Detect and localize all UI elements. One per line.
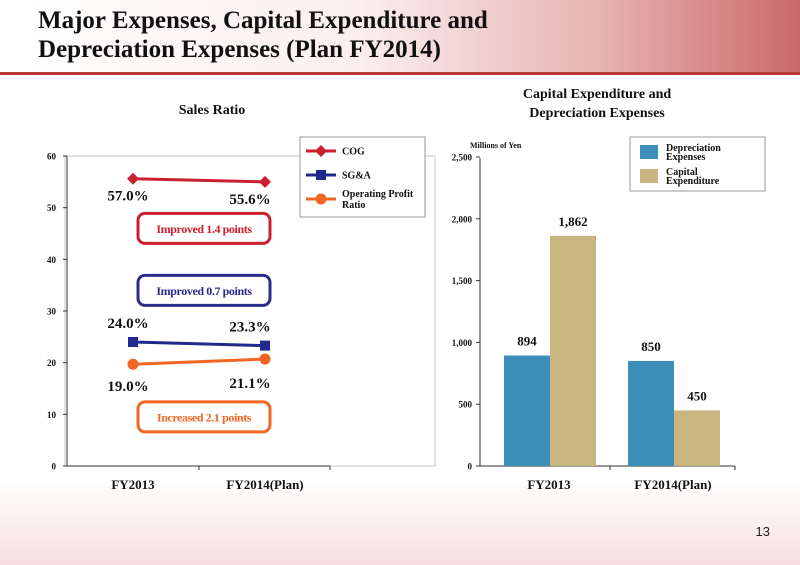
legend-marker-operating-profit-ratio — [315, 193, 327, 205]
legend-label: SG&A — [342, 171, 372, 182]
bar-value-label: 850 — [641, 339, 661, 354]
capex-title-line-2: Depreciation Expenses — [529, 106, 665, 121]
annotation-box — [136, 400, 272, 434]
annotation-box — [136, 211, 272, 245]
header-band — [0, 0, 800, 72]
bar-y-tick-label: 2,000 — [452, 214, 473, 224]
y-tick-label: 30 — [47, 307, 57, 317]
bar-y-tick-label: 1,500 — [452, 276, 473, 286]
sales-ratio-title: Sales Ratio — [179, 103, 246, 118]
annotation-box — [136, 273, 272, 307]
data-label-operating-profit-ratio: 19.0% — [107, 379, 148, 395]
legend-label: Expenditure — [666, 176, 720, 187]
data-point-sg-a — [260, 340, 270, 351]
footer-decoration — [0, 480, 800, 565]
legend-label: Expenses — [666, 152, 706, 163]
legend-label: Operating Profit — [342, 189, 414, 200]
legend-swatch-capital-expenditure — [640, 169, 658, 183]
legend-label: Ratio — [342, 200, 365, 211]
bar-capital-expenditure-fy2013 — [550, 235, 596, 466]
title-line-2: Depreciation Expenses (Plan FY2014) — [38, 36, 441, 63]
series-line-sg-a — [132, 340, 266, 348]
data-point-sg-a — [128, 337, 138, 347]
annotation-text: Increased 2.1 points — [157, 410, 252, 424]
bar-y-tick-label: 0 — [468, 462, 473, 472]
y-tick-label: 60 — [47, 152, 57, 162]
capex-depreciation-chart: Capital Expenditure and Depreciation Exp… — [452, 87, 766, 492]
bar-depreciation-expenses-fy2014-plan — [628, 360, 674, 466]
y-tick-label: 0 — [52, 462, 57, 472]
bar-x-tick-label: FY2013 — [527, 477, 571, 492]
annotation-text: Improved 1.4 points — [156, 222, 252, 236]
data-point-cog — [259, 175, 271, 188]
series-line-cog — [132, 177, 266, 184]
legend-label: Capital — [666, 167, 698, 178]
bar-depreciation-expenses-fy2013 — [504, 355, 550, 466]
series-line-operating-profit-ratio — [132, 357, 266, 366]
bar-value-label: 894 — [517, 334, 537, 349]
header-rule — [0, 72, 800, 75]
capex-title-line-1: Capital Expenditure and — [523, 87, 672, 102]
sales-ratio-chart: Sales Ratio 0 10 20 30 40 50 60 FY2013 FY2014(P… — [47, 103, 436, 492]
legend-label: COG — [342, 147, 365, 158]
data-point-operating-profit-ratio — [127, 358, 139, 370]
y-tick-label: 20 — [47, 358, 57, 368]
legend-label: Depreciation — [666, 143, 721, 154]
bar-y-tick-label: 500 — [459, 400, 473, 410]
legend-marker-cog — [315, 145, 327, 157]
data-label-cog: 55.6% — [229, 192, 270, 208]
page-title: Major Expenses, Capital Expenditure and … — [38, 6, 638, 64]
x-tick-label: FY2014(Plan) — [226, 477, 303, 492]
legend-swatch-depreciation-expenses — [640, 145, 658, 159]
bar-value-label: 450 — [687, 388, 707, 403]
legend-marker-sg-a — [316, 170, 326, 180]
data-label-sg-a: 24.0% — [107, 316, 148, 332]
y-tick-label: 10 — [47, 410, 57, 420]
data-label-sg-a: 23.3% — [229, 320, 270, 336]
capex-y-unit: Millions of Yen — [470, 141, 522, 150]
bar-y-tick-label: 1,000 — [452, 338, 473, 348]
title-line-1: Major Expenses, Capital Expenditure and — [38, 7, 488, 34]
bar-capital-expenditure-fy2014-plan — [674, 410, 720, 466]
data-point-cog — [127, 172, 139, 185]
bar-y-tick-label: 2,500 — [452, 153, 473, 163]
bar-value-label: 1,862 — [558, 214, 587, 229]
data-label-operating-profit-ratio: 21.1% — [229, 376, 270, 392]
data-point-operating-profit-ratio — [259, 353, 271, 365]
data-label-cog: 57.0% — [107, 189, 148, 205]
y-tick-label: 50 — [47, 203, 57, 213]
page-number: 13 — [755, 524, 770, 539]
x-tick-label: FY2013 — [111, 477, 155, 492]
y-tick-label: 40 — [47, 255, 57, 265]
bar-x-tick-label: FY2014(Plan) — [634, 477, 711, 492]
annotation-text: Improved 0.7 points — [156, 284, 252, 298]
